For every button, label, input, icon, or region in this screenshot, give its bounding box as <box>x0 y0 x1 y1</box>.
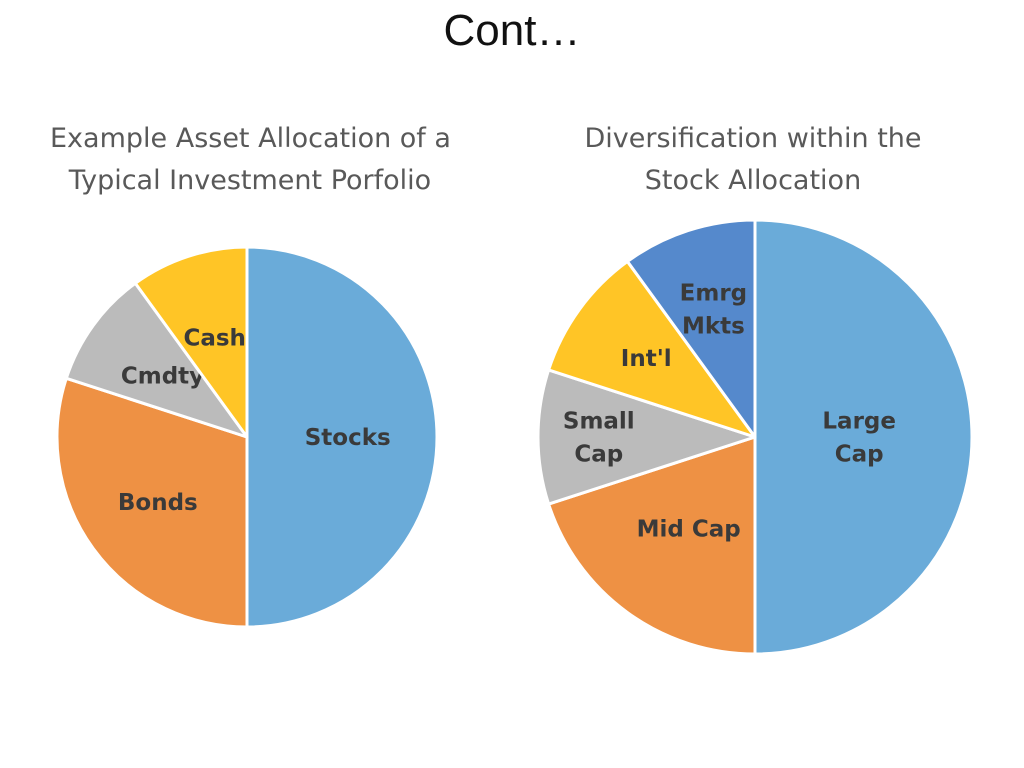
slice-label-line: Cap <box>835 442 884 468</box>
slice-label-small-cap: Small Cap <box>563 409 635 468</box>
pie-slice-cmdty <box>64 281 249 439</box>
slice-label-line: Cmdty <box>121 364 204 390</box>
pie-slice-large-cap <box>753 218 974 656</box>
chart-title-stock-diversification: Diversification within the Stock Allocat… <box>553 118 953 202</box>
pie-chart-stock-diversification: Large Cap Mid Cap Small Cap Int'l Emrg Mkts <box>536 218 974 656</box>
pie-slice-mid-cap <box>547 435 757 656</box>
slice-label-large-cap: Large Cap <box>822 409 896 468</box>
chart-title-asset-allocation: Example Asset Allocation of a Typical In… <box>50 118 451 202</box>
pie-slice-cash <box>133 245 249 439</box>
slice-label-line: Bonds <box>118 490 198 516</box>
slice-label-line: Large <box>822 409 896 435</box>
slice-label-line: Emrg <box>680 281 747 307</box>
slice-label-line: Stocks <box>305 425 391 451</box>
slice-label-line: Mkts <box>682 314 745 340</box>
pie-slice-bonds <box>55 376 249 629</box>
pie-slice-stocks <box>245 245 439 629</box>
slice-label-cash: Cash <box>183 326 245 352</box>
slice-label-line: Cap <box>574 442 623 468</box>
pie-slice-int-l <box>547 259 757 439</box>
pie-chart-asset-allocation: Stocks Bonds Cmdty Cash <box>55 245 439 629</box>
slice-label-mid-cap: Mid Cap <box>637 516 741 542</box>
slide-title: Cont… <box>443 6 581 55</box>
chart-title-line: Stock Allocation <box>644 165 862 196</box>
slice-label-line: Cash <box>183 326 245 352</box>
slice-label-line: Small <box>563 409 635 435</box>
slice-label-stocks: Stocks <box>305 425 391 451</box>
slice-label-emrg-mkts: Emrg Mkts <box>680 281 747 340</box>
chart-title-line: Typical Investment Porfolio <box>68 165 432 196</box>
slice-label-cmdty: Cmdty <box>121 364 204 390</box>
chart-title-line: Diversification within the <box>584 123 922 154</box>
chart-title-line: Example Asset Allocation of a <box>50 123 451 154</box>
slice-label-line: Int'l <box>621 346 672 372</box>
pie-slice-small-cap <box>536 368 757 506</box>
slice-label-int-l: Int'l <box>621 346 672 372</box>
slice-label-line: Mid Cap <box>637 516 741 542</box>
pie-slice-emrg-mkts <box>625 218 757 439</box>
slice-label-bonds: Bonds <box>118 490 198 516</box>
